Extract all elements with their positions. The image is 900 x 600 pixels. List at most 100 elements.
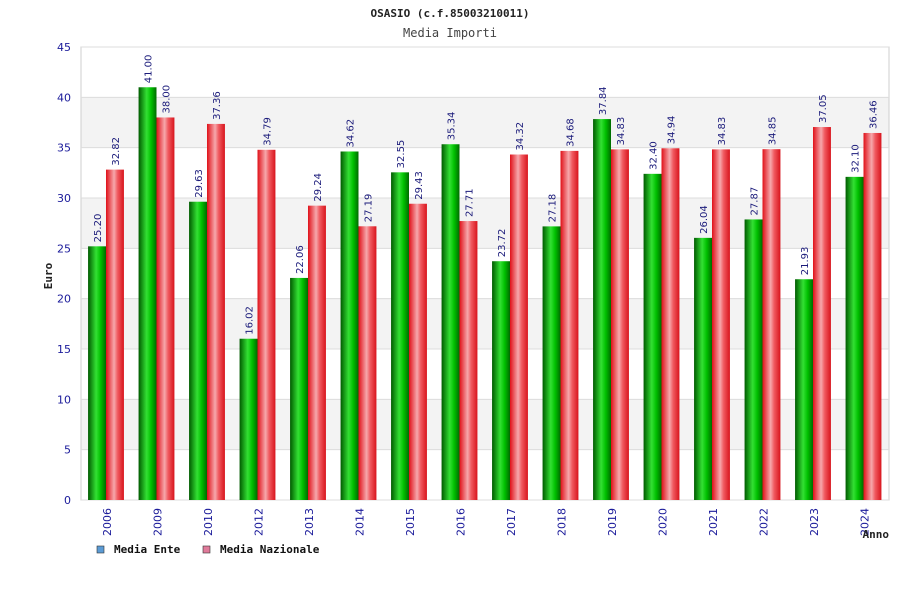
- data-label: 35.34: [447, 112, 458, 141]
- x-tick-label: 2009: [151, 508, 164, 536]
- data-label: 27.18: [548, 194, 559, 223]
- data-label: 37.84: [598, 86, 609, 115]
- x-tick-label: 2019: [606, 508, 619, 536]
- data-label: 38.00: [161, 85, 172, 114]
- x-tick-label: 2013: [303, 508, 316, 536]
- data-label: 36.46: [868, 100, 879, 129]
- data-label: 32.10: [851, 144, 862, 173]
- bars: [88, 87, 882, 501]
- data-label: 25.20: [93, 214, 104, 243]
- data-label: 41.00: [144, 55, 155, 84]
- x-tick-label: 2018: [555, 508, 568, 536]
- x-tick-label: 2010: [202, 508, 215, 536]
- legend-label-media-ente: Media Ente: [114, 543, 181, 556]
- x-axis-label: Anno: [863, 528, 890, 541]
- bar-media-nazionale-2020: [661, 148, 680, 500]
- bar-media-nazionale-2012: [257, 149, 276, 500]
- data-label: 37.36: [212, 91, 223, 120]
- x-tick-label: 2022: [757, 508, 770, 536]
- data-label: 21.93: [800, 247, 811, 276]
- bar-media-nazionale-2013: [307, 205, 326, 500]
- y-axis-label: Euro: [42, 262, 55, 289]
- data-labels: 25.20 32.82 41.00 38.00 29.63 37.36 16.02 34.79…: [93, 55, 879, 335]
- data-label: 29.24: [313, 173, 324, 202]
- bar-media-nazionale-2017: [509, 154, 528, 500]
- y-tick-label: 0: [64, 494, 71, 507]
- y-tick-label: 10: [57, 393, 71, 406]
- chart-subtitle: Media Importi: [403, 26, 497, 40]
- bar-media-nazionale-2022: [762, 149, 781, 500]
- bar-media-nazionale-2019: [610, 149, 629, 501]
- data-label: 16.02: [245, 306, 256, 335]
- legend-label-media-nazionale: Media Nazionale: [220, 543, 320, 556]
- y-axis-ticks: 0 5 10 15 20 25 30 35 40 45: [57, 41, 71, 507]
- bar-media-ente-2009: [138, 87, 157, 501]
- bar-media-nazionale-2016: [459, 221, 478, 500]
- data-label: 27.87: [750, 187, 761, 216]
- data-label: 34.83: [616, 117, 627, 146]
- x-tick-label: 2021: [707, 508, 720, 536]
- y-tick-label: 25: [57, 242, 71, 255]
- bar-media-ente-2006: [88, 246, 106, 500]
- bar-media-ente-2018: [542, 226, 561, 500]
- data-label: 34.83: [717, 117, 728, 146]
- bar-media-ente-2010: [189, 201, 207, 500]
- bar-media-ente-2022: [744, 219, 763, 500]
- legend: Media Ente Media Nazionale: [96, 543, 320, 556]
- y-tick-label: 35: [57, 142, 71, 155]
- data-label: 37.05: [818, 94, 829, 123]
- x-tick-label: 2020: [656, 508, 669, 536]
- bar-media-nazionale-2021: [711, 149, 730, 501]
- x-tick-label: 2015: [404, 508, 417, 536]
- data-label: 32.55: [396, 140, 407, 169]
- bar-media-ente-2015: [391, 172, 409, 500]
- x-axis-ticks: 2006 2009 2010 2012 2013 2014 2015 2016 2017 2018…: [101, 508, 872, 536]
- legend-swatch-media-nazionale: [202, 545, 211, 554]
- bar-media-ente-2020: [643, 173, 662, 500]
- chart-title: OSASIO (c.f.85003210011): [371, 7, 530, 20]
- data-label: 22.06: [295, 245, 306, 274]
- x-tick-label: 2016: [454, 508, 467, 536]
- data-label: 34.94: [666, 116, 677, 145]
- bar-media-ente-2019: [593, 119, 611, 500]
- bar-media-nazionale-2006: [105, 169, 124, 500]
- x-tick-label: 2023: [808, 508, 821, 536]
- bar-media-ente-2016: [441, 144, 460, 500]
- y-tick-label: 45: [57, 41, 71, 54]
- bar-media-nazionale-2014: [358, 226, 377, 500]
- data-label: 23.72: [497, 229, 508, 258]
- bar-media-ente-2014: [340, 151, 359, 500]
- data-label: 27.71: [464, 188, 475, 217]
- legend-swatch-media-ente: [96, 545, 105, 554]
- bar-media-nazionale-2024: [863, 132, 882, 500]
- bar-media-ente-2013: [290, 277, 308, 500]
- data-label: 32.40: [649, 141, 660, 170]
- y-tick-label: 30: [57, 192, 71, 205]
- bar-media-ente-2012: [239, 338, 258, 500]
- data-label: 29.43: [414, 171, 425, 200]
- data-label: 34.68: [565, 118, 576, 147]
- data-label: 27.19: [363, 194, 374, 223]
- x-tick-label: 2017: [505, 508, 518, 536]
- bar-media-ente-2023: [795, 279, 813, 500]
- bar-media-nazionale-2023: [812, 127, 831, 500]
- data-label: 29.63: [194, 169, 205, 198]
- data-label: 34.62: [346, 119, 357, 148]
- bar-media-ente-2017: [492, 261, 510, 500]
- data-label: 34.79: [262, 117, 273, 146]
- bar-media-nazionale-2009: [156, 117, 175, 500]
- y-tick-label: 20: [57, 293, 71, 306]
- bar-media-nazionale-2018: [560, 150, 579, 500]
- x-tick-label: 2024: [858, 508, 871, 536]
- y-tick-label: 15: [57, 343, 71, 356]
- data-label: 26.04: [699, 205, 710, 234]
- bar-media-ente-2021: [694, 237, 712, 500]
- data-label: 32.82: [111, 137, 122, 166]
- x-tick-label: 2006: [101, 508, 114, 536]
- bar-media-ente-2024: [845, 176, 864, 501]
- data-label: 34.32: [515, 122, 526, 151]
- y-tick-label: 40: [57, 91, 71, 104]
- bar-media-nazionale-2015: [408, 203, 427, 500]
- x-tick-label: 2012: [252, 508, 265, 536]
